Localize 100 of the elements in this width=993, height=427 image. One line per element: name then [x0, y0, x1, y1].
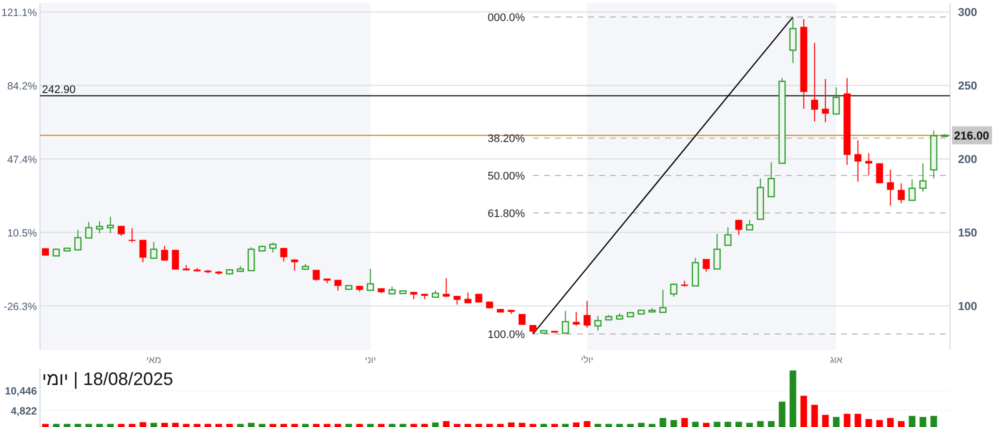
bar: [454, 424, 460, 427]
y-tick-label: 300: [958, 6, 978, 19]
candlestick: [702, 258, 710, 272]
bar: [811, 404, 818, 427]
bar: [194, 424, 200, 427]
bar: [778, 402, 786, 427]
bar: [692, 422, 699, 427]
bar: [518, 422, 526, 427]
bar: [898, 421, 905, 427]
bar: [508, 422, 515, 427]
bar: [334, 424, 342, 427]
candlestick: [85, 221, 92, 239]
bar: [150, 422, 158, 427]
bar: [757, 421, 764, 427]
x-tick-label: יולי: [580, 355, 594, 366]
bar: [790, 370, 796, 427]
y-tick-label: 150: [958, 227, 978, 240]
ref-line-label: 242.90: [42, 84, 76, 96]
candlestick: [886, 169, 894, 206]
candlestick: [919, 162, 927, 192]
bar: [605, 424, 612, 427]
candlestick: [822, 78, 829, 123]
candlestick: [584, 300, 591, 328]
bar: [844, 414, 850, 427]
candlestick: [746, 219, 754, 230]
bar: [442, 421, 450, 427]
bar: [584, 421, 590, 427]
bar: [302, 424, 309, 427]
bar: [681, 418, 688, 427]
bar: [800, 396, 808, 427]
bar: [768, 421, 775, 427]
bar: [237, 424, 244, 427]
candlestick: [865, 152, 872, 176]
candlestick: [594, 315, 602, 332]
bar: [280, 424, 288, 427]
bar: [562, 424, 569, 427]
bar: [616, 424, 623, 427]
bar: [85, 424, 92, 427]
y2-tick-label: 10.5%: [7, 227, 37, 240]
candlestick: [735, 219, 742, 236]
bar: [920, 416, 926, 427]
bar: [291, 424, 298, 427]
candlestick: [898, 182, 905, 204]
annotation: 61.80%: [488, 208, 526, 220]
y-tick-label: 10,446: [4, 386, 38, 398]
bar: [128, 424, 136, 427]
bar: [551, 424, 558, 427]
bar: [140, 422, 146, 427]
candlestick: [854, 140, 862, 182]
bar: [540, 424, 548, 427]
annotation: 000.0%: [488, 12, 526, 24]
bar: [172, 422, 179, 427]
x-tick-label: יוני: [364, 355, 376, 366]
bar: [724, 422, 732, 427]
bar: [486, 424, 493, 427]
bar: [421, 424, 428, 427]
candlestick: [106, 216, 114, 234]
annotation: 18/08/2025 | יומי: [42, 369, 174, 389]
bar: [96, 424, 103, 427]
bar: [248, 422, 255, 427]
bar: [258, 424, 266, 427]
bar: [52, 424, 60, 427]
bar: [324, 424, 330, 427]
candlestick: [291, 258, 298, 272]
bar: [930, 416, 938, 427]
bar: [270, 424, 276, 427]
bar: [42, 424, 49, 427]
bar: [908, 416, 916, 427]
bar: [378, 424, 385, 427]
bar: [497, 424, 504, 427]
bar: [735, 422, 742, 427]
candlestick: [280, 247, 288, 262]
bar: [572, 422, 580, 427]
bar: [627, 424, 634, 427]
candlestick: [789, 16, 797, 64]
bar: [702, 422, 710, 427]
candlestick: [248, 246, 255, 272]
candlestick: [811, 42, 818, 122]
bar: [182, 424, 190, 427]
bar: [594, 424, 602, 427]
candlestick: [572, 311, 580, 326]
y-tick-label: 100: [958, 300, 978, 313]
bar: [464, 424, 472, 427]
candlestick: [442, 278, 450, 298]
bar: [638, 422, 645, 427]
bar: [660, 418, 666, 427]
candlestick: [692, 257, 700, 286]
bar: [746, 422, 753, 427]
candlestick: [269, 242, 277, 254]
annotation: 100.0%: [488, 328, 526, 341]
bar: [356, 424, 363, 427]
bar: [215, 424, 222, 427]
bar: [530, 424, 536, 427]
bar: [822, 414, 829, 427]
bar: [648, 424, 656, 427]
bar: [832, 416, 840, 427]
bar: [400, 424, 406, 427]
bar: [714, 422, 720, 427]
candlestick: [128, 228, 136, 243]
y2-tick-label: 121.1%: [1, 6, 37, 19]
